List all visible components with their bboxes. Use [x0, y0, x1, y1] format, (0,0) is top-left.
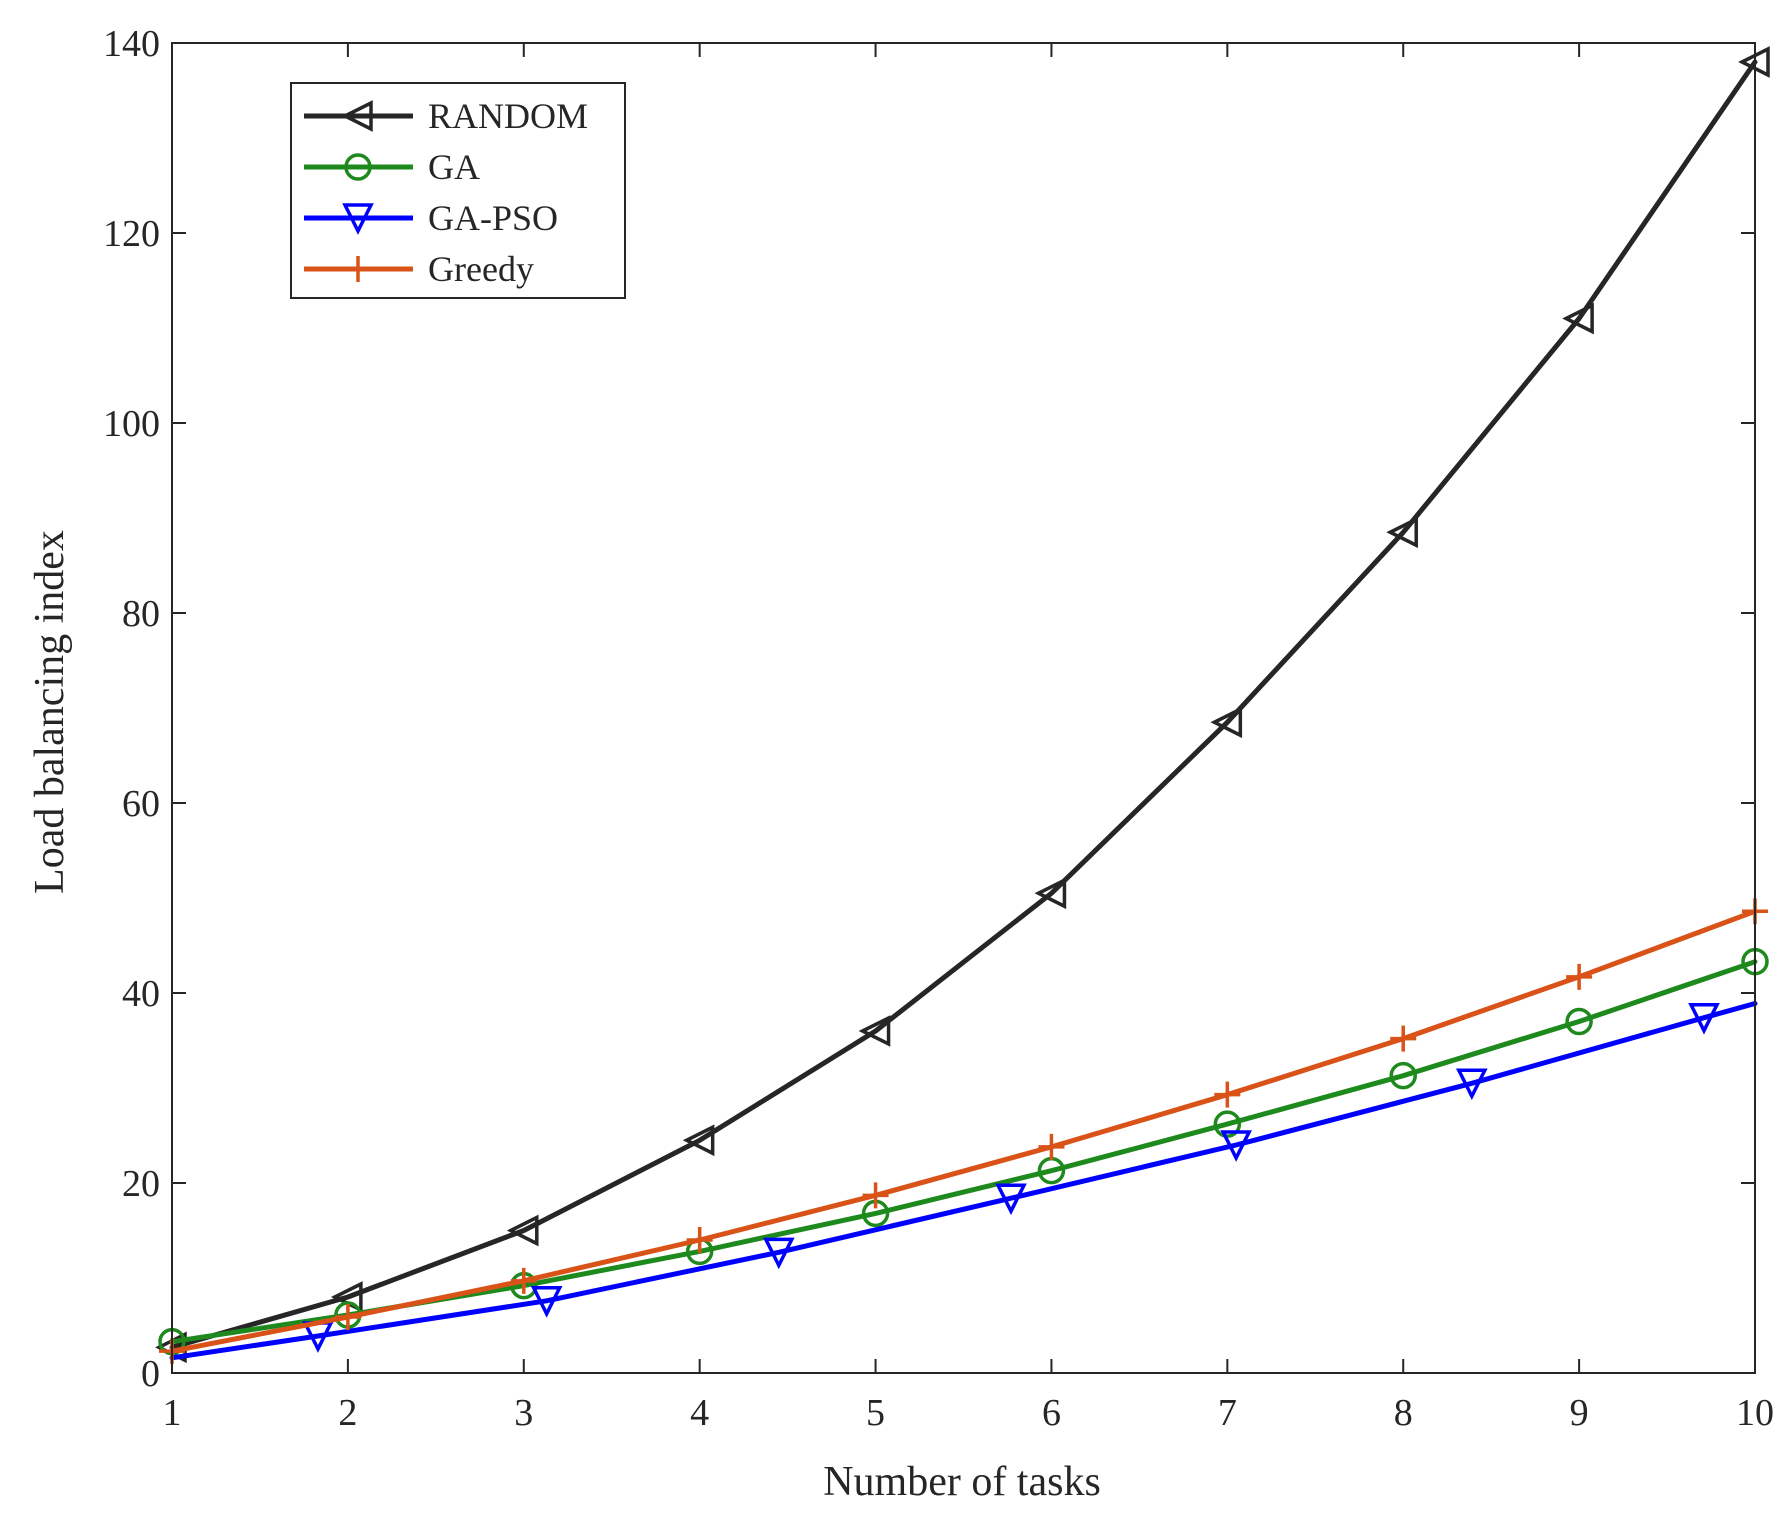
- data-point-greedy: [1214, 1081, 1241, 1108]
- y-tick-label: 140: [103, 23, 160, 65]
- data-point-random: [858, 1015, 891, 1047]
- series-line-random: [169, 59, 1758, 1350]
- y-axis-label: Load balancing index: [27, 530, 73, 894]
- legend: RANDOM GA GA-PSO Greedy: [290, 82, 626, 299]
- data-point-greedy: [862, 1182, 889, 1209]
- legend-swatch-marker: [342, 203, 374, 235]
- y-tick-label: 80: [122, 593, 160, 635]
- y-tick-label: 40: [122, 973, 160, 1015]
- x-tick-label: 5: [866, 1392, 885, 1434]
- y-tick-label: 60: [122, 783, 160, 825]
- x-tick-label: 4: [690, 1392, 709, 1434]
- data-point-random: [1034, 877, 1067, 910]
- data-point-ga: [1389, 1061, 1417, 1090]
- x-tick-label: 10: [1736, 1392, 1774, 1434]
- data-point-ga-pso: [1220, 1130, 1252, 1162]
- y-tick-label: 0: [141, 1353, 160, 1395]
- data-point-ga-pso: [995, 1183, 1027, 1216]
- legend-item-greedy: Greedy: [304, 249, 534, 289]
- data-point-greedy: [1390, 1025, 1417, 1052]
- data-point-greedy: [1566, 963, 1593, 990]
- series-layer: [155, 46, 1770, 1365]
- series-line-ga-pso: [169, 1001, 1758, 1361]
- legend-item-random: RANDOM: [304, 96, 588, 136]
- x-tick-label: 1: [163, 1392, 182, 1434]
- data-point-ga: [1565, 1007, 1593, 1036]
- legend-swatch-marker: [341, 100, 373, 132]
- legend-item-ga-pso: GA-PSO: [304, 198, 558, 238]
- data-point-ga-pso: [762, 1237, 795, 1270]
- data-point-greedy: [334, 1303, 361, 1330]
- legend-label: Greedy: [428, 249, 534, 289]
- x-axis-label: Number of tasks: [823, 1459, 1101, 1505]
- data-point-random: [1386, 516, 1418, 549]
- series-line-greedy: [169, 908, 1758, 1354]
- data-point-random: [506, 1214, 539, 1247]
- x-tick-label: 7: [1218, 1392, 1237, 1434]
- legend-label: RANDOM: [428, 96, 588, 136]
- data-point-random: [682, 1124, 715, 1157]
- data-point-random: [1210, 706, 1243, 739]
- x-tick-label: 6: [1042, 1392, 1061, 1434]
- legend-label: GA: [428, 147, 480, 187]
- data-point-ga: [1213, 1110, 1242, 1138]
- plot-area-frame: [171, 42, 1756, 1374]
- data-point-greedy: [510, 1267, 537, 1294]
- data-point-greedy: [1038, 1133, 1065, 1160]
- legend-label: GA-PSO: [428, 198, 558, 238]
- series-greedy: [159, 898, 1768, 1365]
- y-tick-label: 20: [122, 1163, 160, 1205]
- x-tick-label: 3: [514, 1392, 533, 1434]
- legend-swatch-marker: [344, 153, 372, 181]
- data-point-ga-pso: [530, 1286, 563, 1318]
- x-tick-label: 8: [1394, 1392, 1413, 1434]
- y-tick-label: 120: [103, 213, 160, 255]
- x-tick-label: 2: [338, 1392, 357, 1434]
- data-point-random: [1562, 302, 1594, 335]
- legend-item-ga: GA: [304, 147, 480, 187]
- data-point-ga-pso: [1688, 1002, 1720, 1035]
- y-tick-label: 100: [103, 403, 160, 445]
- data-point-greedy: [686, 1227, 713, 1253]
- data-point-ga-pso: [1455, 1068, 1488, 1101]
- legend-swatch-marker: [345, 256, 371, 282]
- x-tick-label: 9: [1570, 1392, 1589, 1434]
- legend-box: [290, 82, 626, 299]
